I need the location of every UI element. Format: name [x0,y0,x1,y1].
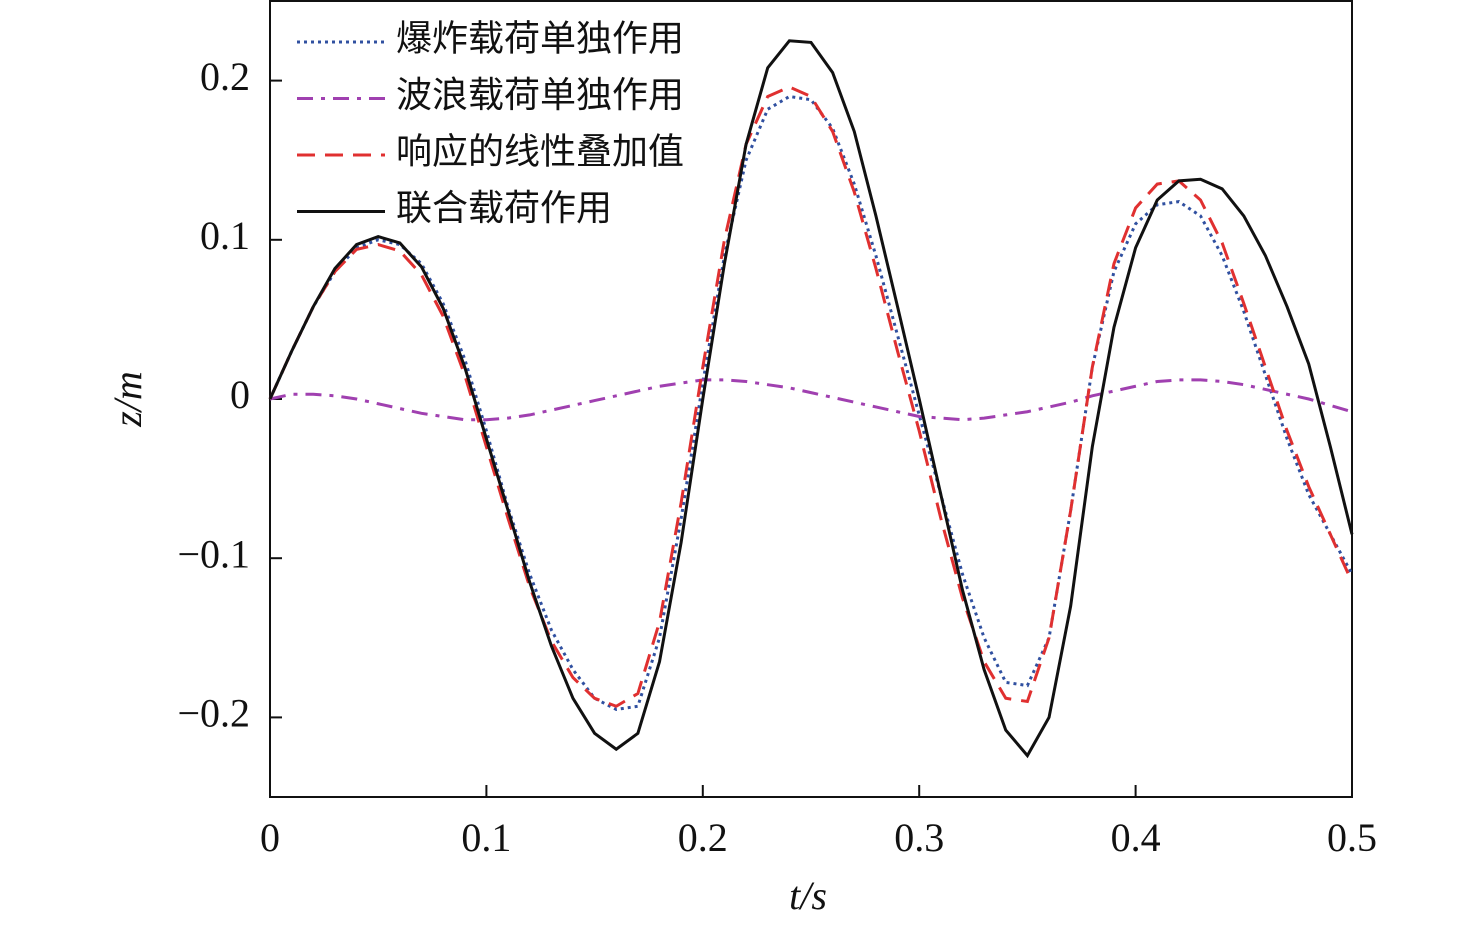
legend-label: 联合载荷作用 [396,188,612,228]
y-axis-label: z/m [105,371,150,428]
data-line [268,39,1354,759]
x-tick-label: 0.3 [894,815,944,860]
y-tick-label: 0.1 [200,213,250,258]
x-tick-label: 0.2 [678,815,728,860]
y-tick-label: −0.1 [177,531,250,576]
data-line [269,378,1353,422]
y-tick-label: 0 [230,372,250,417]
y-tick-label: 0.2 [200,54,250,99]
legend-label: 波浪载荷单独作用 [396,75,684,115]
data-line [268,94,1354,711]
x-tick-label: 0.4 [1111,815,1161,860]
x-tick-label: 0 [260,815,280,860]
x-tick-label: 0.5 [1327,815,1377,860]
x-axis-label: t/s [789,873,827,918]
x-tick-label: 0.1 [461,815,511,860]
y-tick-label: −0.2 [177,691,250,736]
legend-label: 爆炸载荷单独作用 [396,18,684,58]
plot-frame [269,0,1353,798]
legend-label: 响应的线性叠加值 [396,131,684,171]
data-line [268,85,1354,708]
